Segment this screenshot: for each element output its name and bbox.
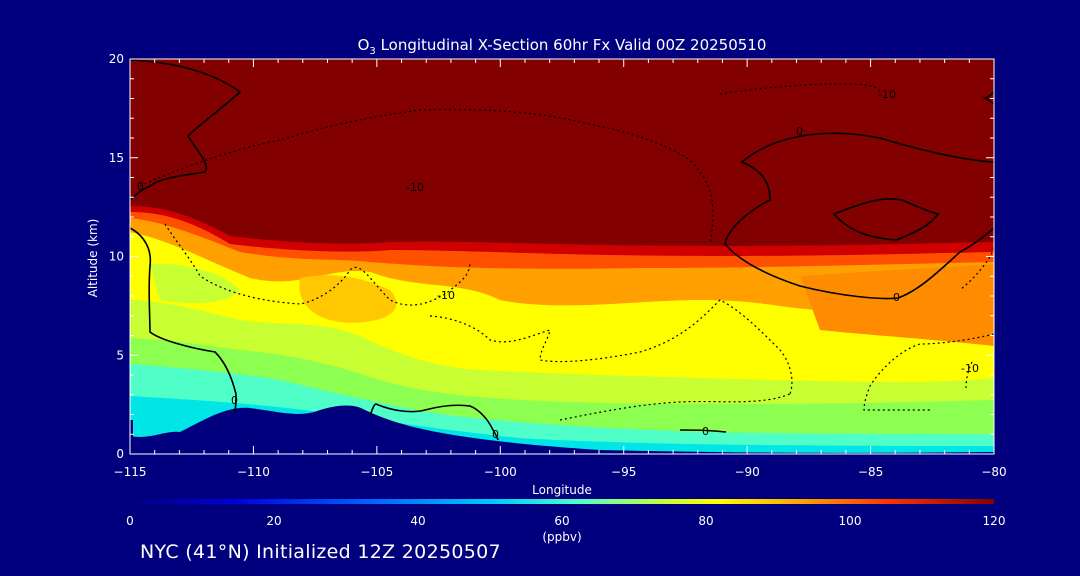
contour-label-6: 0 (893, 291, 900, 304)
y-tick-label: 5 (116, 348, 124, 362)
title-main: O (358, 36, 370, 54)
x-tick-label: −115 (114, 465, 147, 479)
patch-orange-right (800, 264, 994, 346)
contour-label-2: -10 (406, 181, 424, 194)
title-subscript: 3 (369, 46, 375, 57)
contour-label-3: -10 (437, 289, 455, 302)
x-tick-label: −100 (484, 465, 517, 479)
x-tick-label: −85 (858, 465, 883, 479)
y-tick-label: 10 (109, 250, 124, 264)
contour-dotted-right (863, 333, 994, 411)
contour-dotted-center (429, 299, 793, 395)
x-tick-label: −80 (981, 465, 1006, 479)
colorbar (130, 499, 994, 504)
footer-init-info: NYC (41°N) Initialized 12Z 20250507 (140, 541, 501, 563)
title-rest: Longitudinal X-Section 60hr Fx Valid 00Z… (376, 36, 767, 54)
y-axis-ticks: 0 5 10 15 20 (109, 52, 994, 461)
terrain-edge (130, 420, 133, 454)
contour-label-5: 0 (796, 125, 803, 138)
contours-dotted (139, 83, 994, 421)
y-tick-label: 0 (116, 447, 124, 461)
patch-lime-left (150, 263, 240, 304)
x-tick-label: −90 (734, 465, 759, 479)
colorbar-tick-label: 120 (983, 514, 1006, 528)
contour-solid-small-right (679, 429, 727, 433)
x-axis-label: Longitude (532, 483, 592, 497)
y-tick-label: 15 (109, 151, 124, 165)
contour-dotted-mid (164, 223, 471, 306)
contour-solid-right-large (724, 132, 994, 300)
contour-label-7: -10 (961, 362, 979, 375)
contour-labels: 0 -10 -10 -10 0 0 -10 0 0 0 (137, 88, 979, 441)
colorbar-tick-label: 20 (266, 514, 281, 528)
contour-solid-left-bottom (130, 227, 237, 413)
chart-title: O3 Longitudinal X-Section 60hr Fx Valid … (358, 36, 767, 57)
contour-solid-topleft (130, 59, 242, 201)
contours-solid (130, 59, 994, 441)
colorbar-tick-label: 0 (126, 514, 134, 528)
contour-label-10: 0 (702, 425, 709, 438)
colorbar-ticks: 0 20 40 60 80 100 120 (126, 514, 1005, 528)
colorbar-tick-label: 60 (554, 514, 569, 528)
plot-area: 0 -10 -10 -10 0 0 -10 0 0 0 (130, 59, 994, 454)
y-tick-label: 20 (109, 52, 124, 66)
x-tick-label: −95 (611, 465, 636, 479)
contour-label-4: -10 (878, 88, 896, 101)
y-axis-label: Altitude (km) (86, 219, 100, 298)
colorbar-tick-label: 40 (410, 514, 425, 528)
contour-solid-center-bottom (369, 403, 499, 441)
contour-label-9: 0 (492, 428, 499, 441)
colorbar-units: (ppbv) (542, 530, 581, 544)
contour-label-8: 0 (231, 394, 238, 407)
contour-solid-top-right-edge (982, 91, 994, 105)
colorbar-tick-label: 100 (839, 514, 862, 528)
contour-label-1: 0 (137, 180, 144, 193)
contour-dotted-bottom-center (559, 393, 791, 421)
colorbar-tick-label: 80 (698, 514, 713, 528)
x-axis-ticks: −115 −110 −105 −100 −95 −90 −85 −80 (114, 59, 1007, 479)
x-tick-label: −105 (360, 465, 393, 479)
x-tick-label: −110 (237, 465, 270, 479)
terrain (130, 405, 994, 454)
contour-dotted-upper-right (719, 83, 881, 95)
patch-orange-center (299, 275, 397, 323)
contour-solid-inner-loop (832, 198, 940, 241)
